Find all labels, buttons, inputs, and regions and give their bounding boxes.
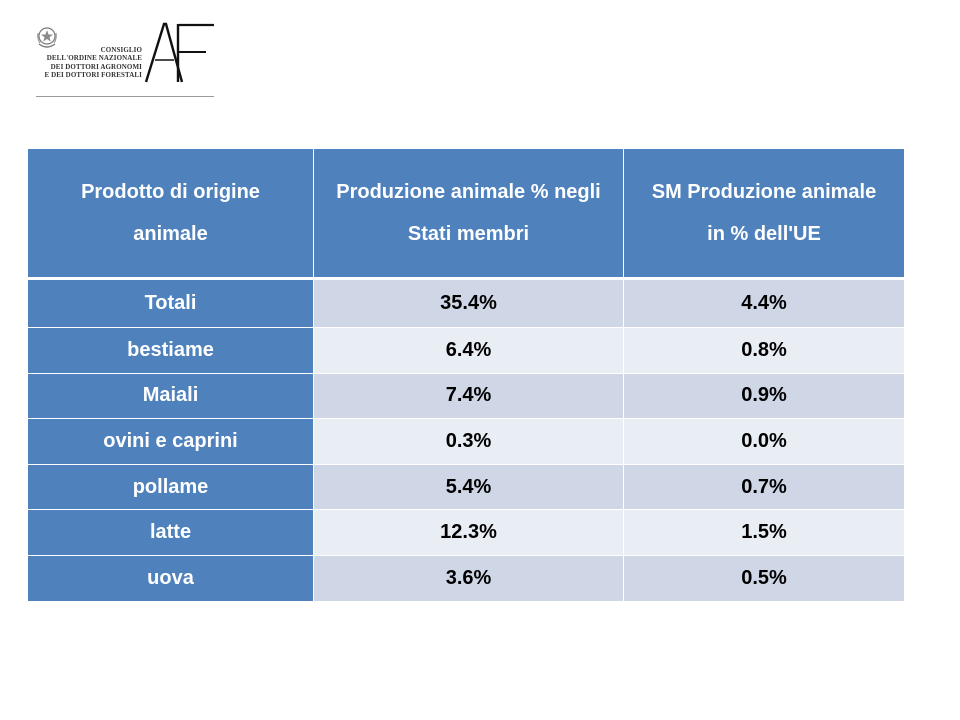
share-eu-cell: 0.7% [623,463,905,511]
product-cell: bestiame [27,327,314,374]
council-logo: CONSIGLIO DELL'ORDINE NAZIONALE DEI DOTT… [34,18,216,100]
product-cell: uova [27,554,314,602]
council-name: CONSIGLIO DELL'ORDINE NAZIONALE DEI DOTT… [34,46,142,80]
af-monogram-icon [144,22,214,83]
animal-production-table: Prodotto di origine animale Produzione a… [27,148,905,602]
share-member-states-cell: 12.3% [313,509,624,556]
share-eu-cell: 1.5% [623,509,905,556]
column-header-share-member-states: Produzione animale % negli Stati membri [313,148,624,280]
share-member-states-cell: 5.4% [313,463,624,511]
council-name-line: CONSIGLIO [100,46,142,54]
table-row: bestiame 6.4% 0.8% [27,327,905,374]
share-member-states-cell: 0.3% [313,418,624,465]
header-line: Stati membri [407,223,530,245]
column-header-product: Prodotto di origine animale [27,148,314,280]
header-line: Produzione animale % negli [336,181,601,203]
share-member-states-cell: 35.4% [313,278,624,328]
share-eu-cell: 4.4% [623,278,905,328]
header-line: Prodotto di origine [81,181,260,203]
table-row: latte 12.3% 1.5% [27,509,905,556]
share-member-states-cell: 7.4% [313,372,624,420]
logo-divider [36,96,214,97]
share-eu-cell: 0.9% [623,372,905,420]
council-name-line: E DEI DOTTORI FORESTALI [44,71,142,80]
product-cell: ovini e caprini [27,418,314,465]
council-name-line: DEI DOTTORI AGRONOMI [50,62,142,71]
table-row: pollame 5.4% 0.7% [27,463,905,511]
product-cell: latte [27,509,314,556]
share-member-states-cell: 6.4% [313,327,624,374]
table-header-row: Prodotto di origine animale Produzione a… [27,148,905,280]
column-header-share-eu: SM Produzione animale in % dell'UE [623,148,905,280]
share-eu-cell: 0.5% [623,554,905,602]
header-line: SM Produzione animale [651,181,877,203]
italian-republic-emblem-icon [37,27,57,48]
share-eu-cell: 0.0% [623,418,905,465]
table-row: ovini e caprini 0.3% 0.0% [27,418,905,465]
table-row: Maiali 7.4% 0.9% [27,372,905,420]
share-member-states-cell: 3.6% [313,554,624,602]
product-cell: Totali [27,278,314,328]
header-line: animale [133,223,208,245]
product-cell: pollame [27,463,314,511]
share-eu-cell: 0.8% [623,327,905,374]
council-name-line: DELL'ORDINE NAZIONALE [46,54,142,63]
table-row: uova 3.6% 0.5% [27,554,905,602]
header-line: in % dell'UE [707,223,821,245]
product-cell: Maiali [27,372,314,420]
table-row: Totali 35.4% 4.4% [27,278,905,328]
